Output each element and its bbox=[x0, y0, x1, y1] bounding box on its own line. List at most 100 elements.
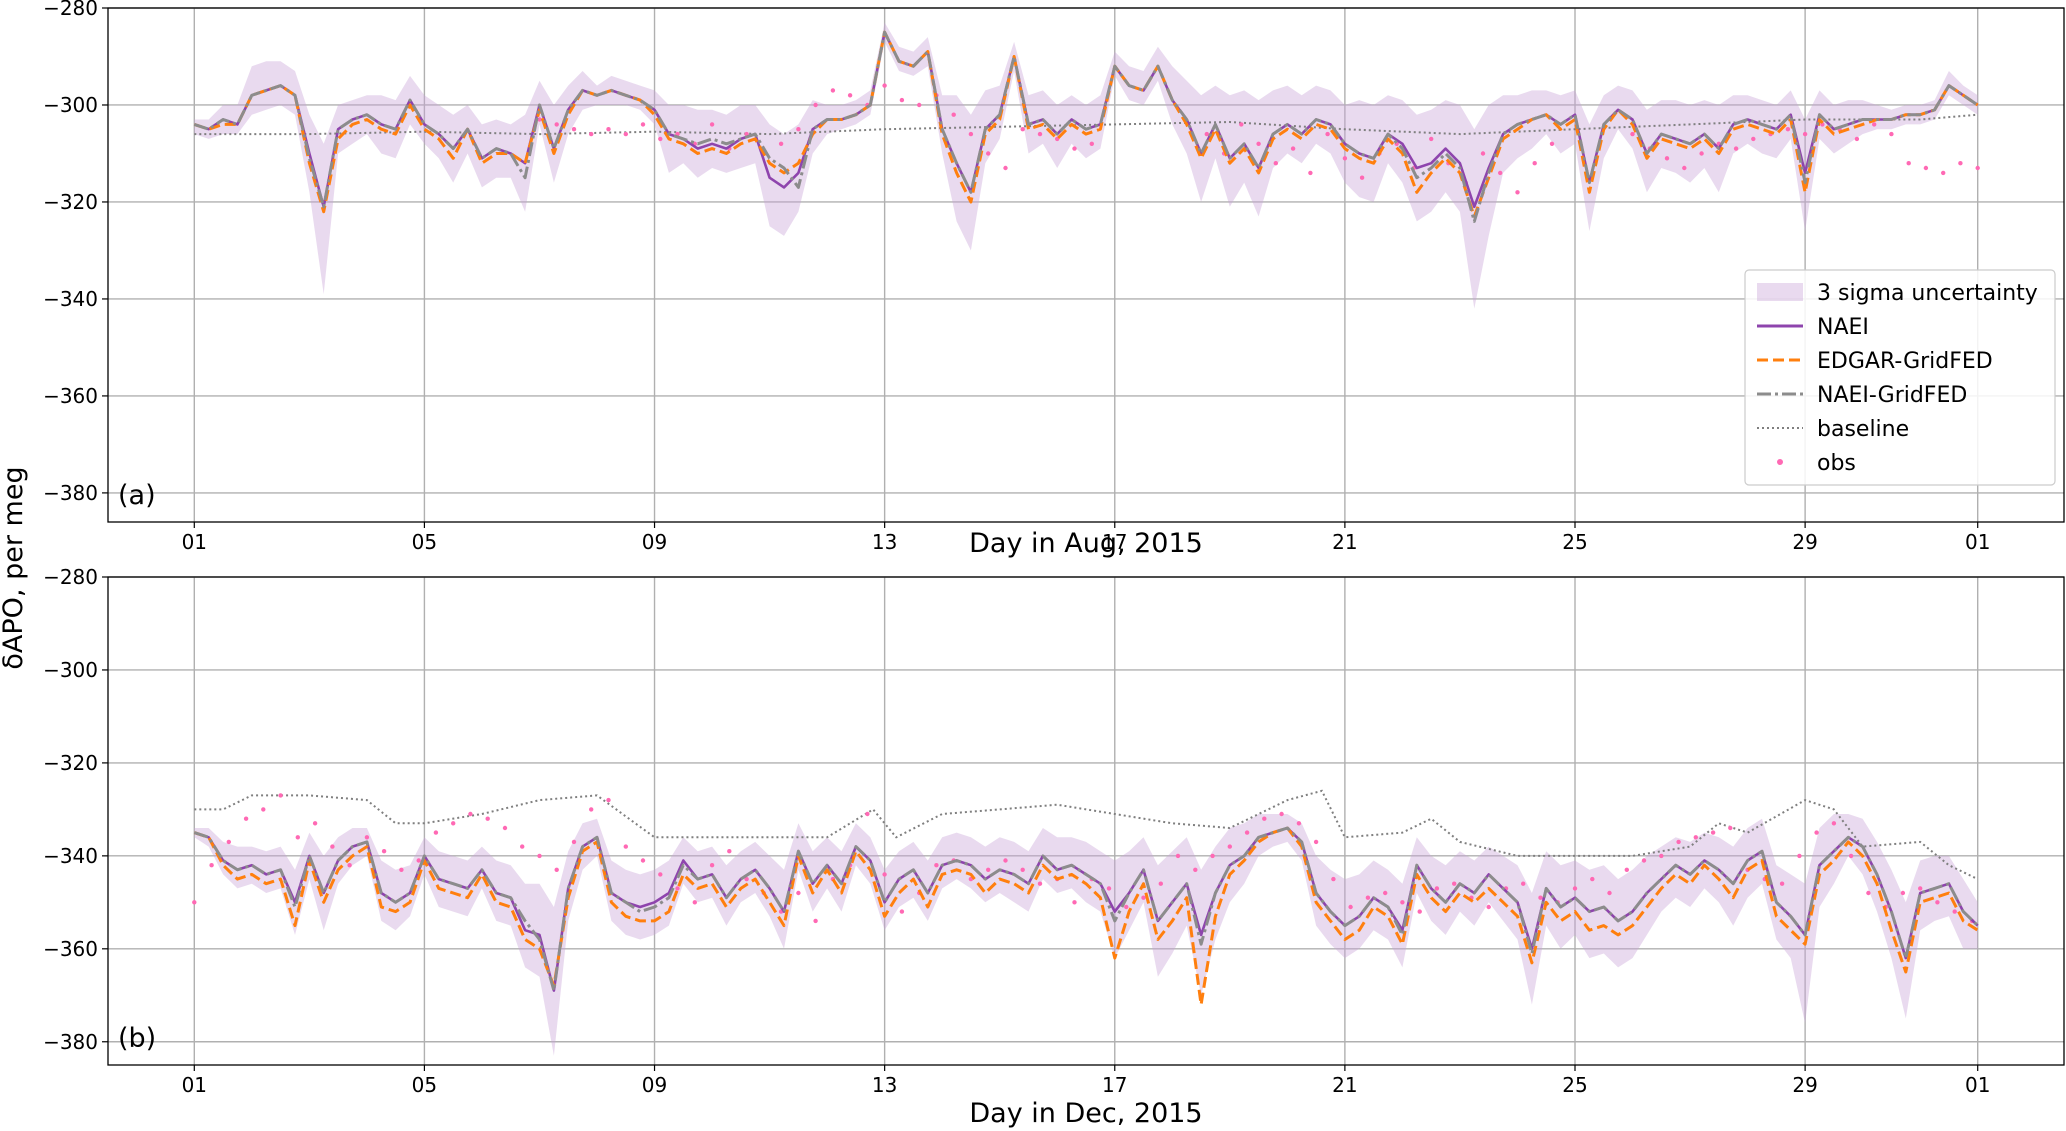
obs-point bbox=[1590, 876, 1595, 882]
obs-point bbox=[951, 112, 956, 117]
obs-point bbox=[1210, 853, 1215, 859]
panel-label: (a) bbox=[118, 480, 156, 511]
obs-point bbox=[502, 825, 508, 831]
obs-point bbox=[1239, 122, 1244, 127]
obs-point bbox=[1814, 830, 1819, 835]
uncertainty-band bbox=[194, 814, 1978, 1056]
obs-point bbox=[1037, 881, 1043, 886]
legend-entry-label: NAEI bbox=[1817, 315, 1869, 340]
obs-point bbox=[1003, 165, 1008, 171]
x-tick-label: 17 bbox=[1102, 530, 1127, 554]
obs-point bbox=[1952, 909, 1957, 914]
obs-point bbox=[986, 151, 991, 156]
obs-point bbox=[433, 830, 439, 835]
obs-point bbox=[1682, 165, 1687, 171]
axes-frame bbox=[107, 7, 2065, 523]
legend-swatch-uncertainty bbox=[1757, 283, 1803, 301]
obs-point bbox=[1958, 161, 1963, 166]
y-tick-label: −300 bbox=[43, 93, 98, 117]
obs-point bbox=[571, 839, 577, 845]
obs-point bbox=[1549, 141, 1555, 146]
obs-point bbox=[399, 867, 404, 872]
obs-point bbox=[1872, 122, 1877, 127]
obs-point bbox=[1848, 853, 1854, 859]
obs-point bbox=[226, 839, 231, 845]
obs-point bbox=[1256, 141, 1261, 146]
x-tick-label: 01 bbox=[182, 1073, 207, 1097]
obs-point bbox=[1831, 821, 1837, 826]
obs-point bbox=[1106, 886, 1112, 891]
obs-point bbox=[1889, 131, 1894, 137]
obs-point bbox=[640, 858, 646, 863]
obs-point bbox=[468, 811, 473, 817]
obs-point bbox=[830, 88, 836, 93]
obs-point bbox=[640, 122, 646, 127]
obs-point bbox=[1802, 131, 1808, 137]
x-tick-label: 21 bbox=[1332, 1073, 1357, 1097]
x-tick-label: 17 bbox=[1102, 1073, 1127, 1097]
obs-point bbox=[1906, 161, 1911, 166]
obs-point bbox=[882, 83, 887, 88]
obs-point bbox=[1279, 811, 1284, 817]
obs-point bbox=[364, 835, 370, 840]
obs-point bbox=[1417, 909, 1422, 914]
obs-point bbox=[1779, 881, 1785, 886]
naei-gridfed-line bbox=[193, 30, 1979, 223]
obs-point bbox=[1359, 175, 1365, 180]
obs-point bbox=[968, 131, 974, 137]
obs-point bbox=[485, 816, 490, 821]
obs-point bbox=[778, 141, 784, 146]
naei-gridfed-line bbox=[193, 826, 1979, 993]
obs-point bbox=[1693, 835, 1699, 840]
legend-entry-label: obs bbox=[1817, 451, 1856, 476]
obs-point bbox=[192, 900, 197, 905]
plot-area bbox=[193, 22, 1980, 309]
panel-label: (b) bbox=[118, 1023, 156, 1054]
obs-point bbox=[1072, 146, 1077, 151]
obs-point bbox=[1659, 853, 1664, 859]
obs-point bbox=[986, 867, 991, 872]
plot-area bbox=[192, 789, 1979, 1056]
obs-point bbox=[1342, 156, 1348, 161]
edgar-gridfed-line bbox=[193, 826, 1979, 1007]
x-tick-label: 25 bbox=[1562, 530, 1587, 554]
obs-point bbox=[1630, 131, 1635, 137]
obs-point bbox=[675, 886, 680, 891]
obs-point bbox=[1037, 131, 1043, 137]
obs-point bbox=[727, 849, 732, 854]
obs-point bbox=[899, 909, 905, 914]
x-tick-label: 05 bbox=[412, 1073, 437, 1097]
x-tick-label: 01 bbox=[1965, 530, 1990, 554]
obs-point bbox=[330, 844, 335, 849]
y-tick-label: −280 bbox=[43, 0, 98, 20]
obs-point bbox=[1273, 161, 1279, 166]
obs-point bbox=[1664, 156, 1670, 161]
obs-point bbox=[278, 793, 283, 798]
obs-point bbox=[1751, 136, 1756, 142]
y-axis-label: δAPO, per meg bbox=[0, 466, 29, 669]
obs-point bbox=[1728, 825, 1733, 831]
obs-point bbox=[451, 821, 456, 826]
obs-point bbox=[261, 807, 266, 812]
obs-point bbox=[1204, 131, 1210, 137]
obs-point bbox=[1733, 146, 1739, 151]
obs-point bbox=[1710, 830, 1716, 835]
obs-point bbox=[1003, 858, 1008, 863]
obs-point bbox=[899, 97, 905, 103]
x-axis-label: Day in Dec, 2015 bbox=[969, 1098, 1202, 1129]
obs-point bbox=[1923, 165, 1929, 171]
obs-point bbox=[1935, 900, 1940, 905]
obs-point bbox=[520, 844, 525, 849]
obs-point bbox=[1331, 876, 1336, 882]
y-tick-label: −280 bbox=[43, 565, 98, 589]
y-tick-label: −320 bbox=[43, 190, 98, 214]
obs-point bbox=[1624, 867, 1630, 872]
y-tick-label: −340 bbox=[43, 844, 98, 868]
obs-point bbox=[295, 835, 300, 840]
obs-point bbox=[1020, 127, 1025, 132]
obs-point bbox=[847, 93, 853, 98]
obs-point bbox=[1521, 881, 1526, 886]
x-tick-label: 21 bbox=[1332, 530, 1357, 554]
obs-point bbox=[1429, 136, 1434, 142]
